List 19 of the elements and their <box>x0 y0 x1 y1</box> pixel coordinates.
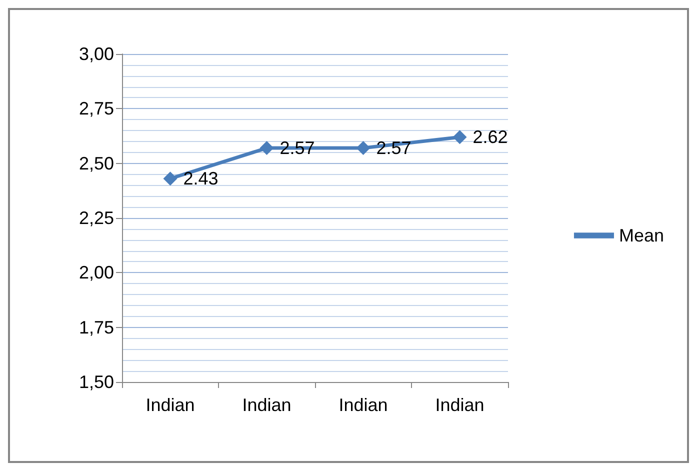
y-tick-label: 2,75 <box>78 98 114 119</box>
y-tick-label: 3,00 <box>78 44 114 64</box>
x-tick-label: Indian <box>435 395 484 415</box>
y-tick-label: 2,25 <box>78 208 114 228</box>
point <box>260 141 274 156</box>
y-tick-label: 1,75 <box>78 317 114 338</box>
data-label: 2.43 <box>183 168 218 189</box>
data-label: 2.57 <box>280 138 315 158</box>
legend-label: Mean <box>618 226 664 246</box>
y-tick-label: 2,50 <box>78 153 114 174</box>
point <box>356 141 370 156</box>
y-tick-label: 2,00 <box>78 262 114 283</box>
x-tick-label: Indian <box>146 395 195 415</box>
point <box>163 172 178 186</box>
data-label: 2.62 <box>472 127 508 148</box>
point <box>452 130 467 144</box>
x-tick-label: Indian <box>242 395 292 415</box>
x-tick-label: Indian <box>338 395 388 415</box>
y-tick-label: 1,50 <box>78 372 114 392</box>
